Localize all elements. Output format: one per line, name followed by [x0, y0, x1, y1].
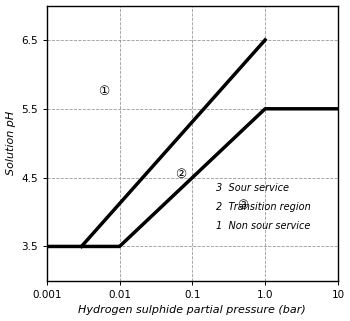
- Text: 2  Transition region: 2 Transition region: [216, 202, 310, 212]
- Text: 3  Sour service: 3 Sour service: [216, 183, 289, 193]
- X-axis label: Hydrogen sulphide partial pressure (bar): Hydrogen sulphide partial pressure (bar): [78, 306, 306, 316]
- Text: ②: ②: [175, 168, 187, 181]
- Text: ③: ③: [238, 199, 249, 212]
- Y-axis label: Solution pH: Solution pH: [6, 111, 15, 175]
- Text: 1  Non sour service: 1 Non sour service: [216, 221, 310, 231]
- Text: ①: ①: [98, 85, 109, 98]
